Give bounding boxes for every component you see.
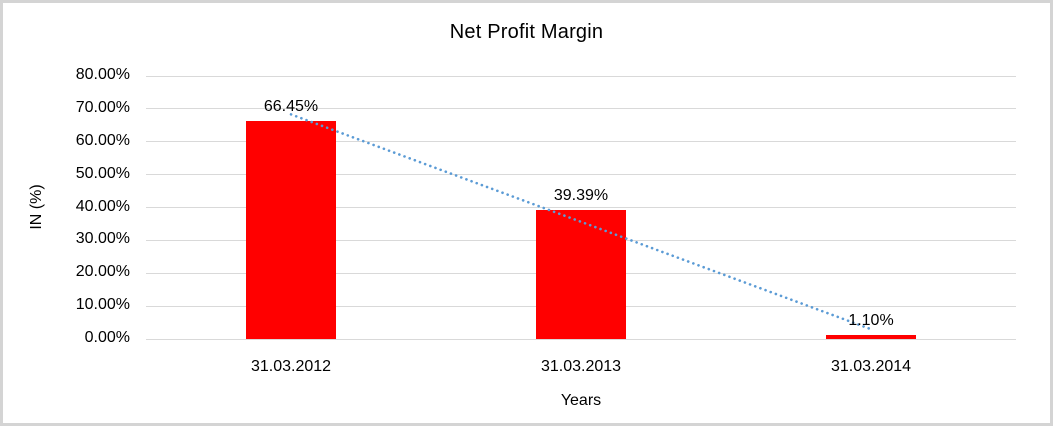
gridline	[146, 174, 1016, 176]
x-tick-label: 31.03.2012	[250, 358, 332, 375]
y-tick-label: 10.00%	[75, 296, 130, 314]
x-axis-title: Years	[560, 392, 602, 409]
y-tick-label: 50.00%	[75, 164, 130, 182]
y-tick-label: 30.00%	[75, 230, 130, 248]
trendline-path	[289, 113, 873, 331]
chart-title: Net Profit Margin	[449, 21, 604, 43]
x-tick-label: 31.03.2013	[540, 358, 622, 375]
y-axis-tick-labels: 0.00% 10.00% 20.00% 30.00% 40.00% 50.00% 60.00…	[3, 3, 130, 423]
plot-area: 66.45% 39.39% 1.10%	[146, 75, 1016, 340]
y-tick-label: 60.00%	[75, 131, 130, 149]
y-tick-label: 80.00%	[75, 66, 130, 83]
y-tick-label: 20.00%	[75, 263, 130, 281]
y-tick-label: 40.00%	[75, 197, 130, 215]
y-tick-label: 0.00%	[84, 329, 130, 346]
bar-data-label: 39.39%	[553, 186, 609, 204]
x-axis-tick-labels: 31.03.2012 31.03.2013 31.03.2014	[146, 358, 1016, 378]
trendline	[289, 113, 873, 331]
gridline	[146, 75, 1016, 77]
gridline	[146, 207, 1016, 208]
bar	[536, 209, 626, 339]
bar-data-label: 1.10%	[848, 312, 894, 330]
x-tick-label: 31.03.2014	[830, 358, 912, 375]
bar	[246, 120, 336, 339]
gridline	[146, 108, 1016, 110]
bar	[826, 335, 916, 339]
gridline	[146, 338, 1016, 340]
bar-data-label: 66.45%	[263, 97, 319, 115]
gridline	[146, 141, 1016, 143]
y-tick-label: 70.00%	[75, 98, 130, 116]
